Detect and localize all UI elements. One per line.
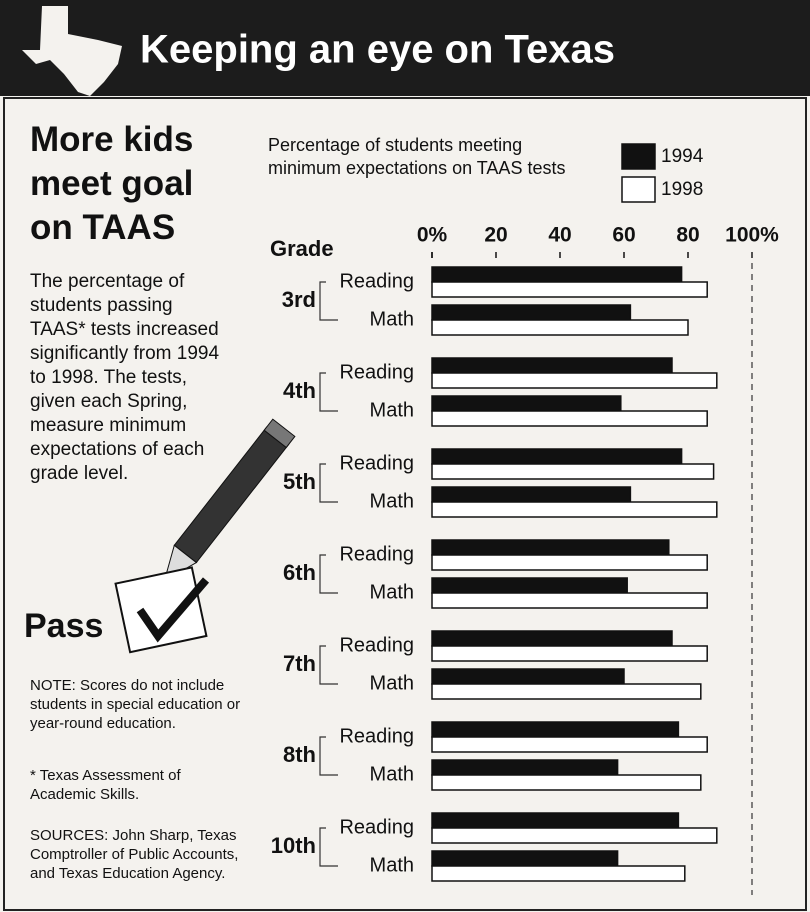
x-tick-label: 0% bbox=[417, 224, 448, 247]
footnote: * Texas Assessment of Academic Skills. bbox=[30, 767, 181, 803]
legend-label: 1998 bbox=[661, 179, 703, 200]
bar bbox=[431, 410, 708, 427]
bar bbox=[431, 448, 683, 465]
texas-icon bbox=[22, 6, 122, 96]
group-axis-label: Grade bbox=[270, 236, 334, 261]
bar bbox=[431, 812, 680, 829]
bar bbox=[431, 577, 628, 594]
group-label: 6th bbox=[283, 560, 316, 585]
frame bbox=[3, 97, 807, 911]
bar bbox=[431, 304, 632, 321]
headline: More kids meet goal on TAAS bbox=[30, 120, 194, 247]
bar bbox=[431, 827, 718, 844]
group-bracket bbox=[319, 827, 338, 867]
group-label: 7th bbox=[283, 651, 316, 676]
group-label: 5th bbox=[283, 469, 316, 494]
category-label: Reading bbox=[339, 543, 414, 565]
category-label: Math bbox=[370, 854, 414, 876]
x-tick-label: 60 bbox=[612, 224, 635, 247]
bar bbox=[431, 372, 718, 389]
category-label: Math bbox=[370, 308, 414, 330]
bar bbox=[431, 721, 680, 738]
bar bbox=[431, 630, 673, 647]
group-bracket bbox=[319, 281, 338, 321]
category-label: Reading bbox=[339, 725, 414, 747]
bar bbox=[431, 463, 715, 480]
group-bracket bbox=[319, 554, 338, 594]
category-label: Reading bbox=[339, 452, 414, 474]
bar bbox=[431, 736, 708, 753]
bar bbox=[431, 539, 670, 556]
category-label: Reading bbox=[339, 270, 414, 292]
legend-swatch bbox=[621, 143, 656, 170]
bar bbox=[431, 774, 702, 791]
legend-label: 1994 bbox=[661, 146, 704, 167]
bar bbox=[431, 683, 702, 700]
category-label: Math bbox=[370, 672, 414, 694]
bar bbox=[431, 865, 686, 882]
x-tick-label: 40 bbox=[548, 224, 571, 247]
bar bbox=[431, 592, 708, 609]
category-label: Math bbox=[370, 399, 414, 421]
group-label: 8th bbox=[283, 742, 316, 767]
bar bbox=[431, 357, 673, 374]
body-text: The percentage of students passing TAAS*… bbox=[30, 271, 220, 484]
bar bbox=[431, 850, 619, 867]
bar bbox=[431, 266, 683, 283]
category-label: Reading bbox=[339, 361, 414, 383]
x-tick-label: 20 bbox=[484, 224, 507, 247]
header-bar bbox=[0, 0, 810, 96]
category-label: Math bbox=[370, 581, 414, 603]
bar bbox=[431, 759, 619, 776]
group-label: 3rd bbox=[282, 287, 316, 312]
check-mark bbox=[136, 577, 210, 643]
group-bracket bbox=[319, 645, 338, 685]
bar bbox=[431, 668, 625, 685]
header-title: Keeping an eye on Texas bbox=[140, 28, 615, 72]
bar bbox=[431, 645, 708, 662]
category-label: Math bbox=[370, 490, 414, 512]
category-label: Reading bbox=[339, 816, 414, 838]
legend-swatch bbox=[621, 176, 656, 203]
bar bbox=[431, 319, 689, 336]
checkbox bbox=[114, 566, 208, 654]
note: NOTE: Scores do not include students in … bbox=[30, 677, 241, 732]
bar bbox=[431, 501, 718, 518]
stamp-text: Pass bbox=[24, 607, 103, 645]
category-label: Reading bbox=[339, 634, 414, 656]
x-tick-label: 80 bbox=[676, 224, 699, 247]
x-tick-label: 100% bbox=[725, 224, 779, 247]
group-bracket bbox=[319, 736, 338, 776]
group-bracket bbox=[319, 463, 338, 503]
category-label: Math bbox=[370, 763, 414, 785]
bar bbox=[431, 395, 622, 412]
bar bbox=[431, 281, 708, 298]
group-label: 10th bbox=[271, 833, 316, 858]
group-bracket bbox=[319, 372, 338, 412]
sources: SOURCES: John Sharp, Texas Comptroller o… bbox=[30, 827, 239, 882]
bar bbox=[431, 486, 632, 503]
bar bbox=[431, 554, 708, 571]
chart-subtitle: Percentage of students meeting minimum e… bbox=[268, 135, 566, 178]
group-label: 4th bbox=[283, 378, 316, 403]
